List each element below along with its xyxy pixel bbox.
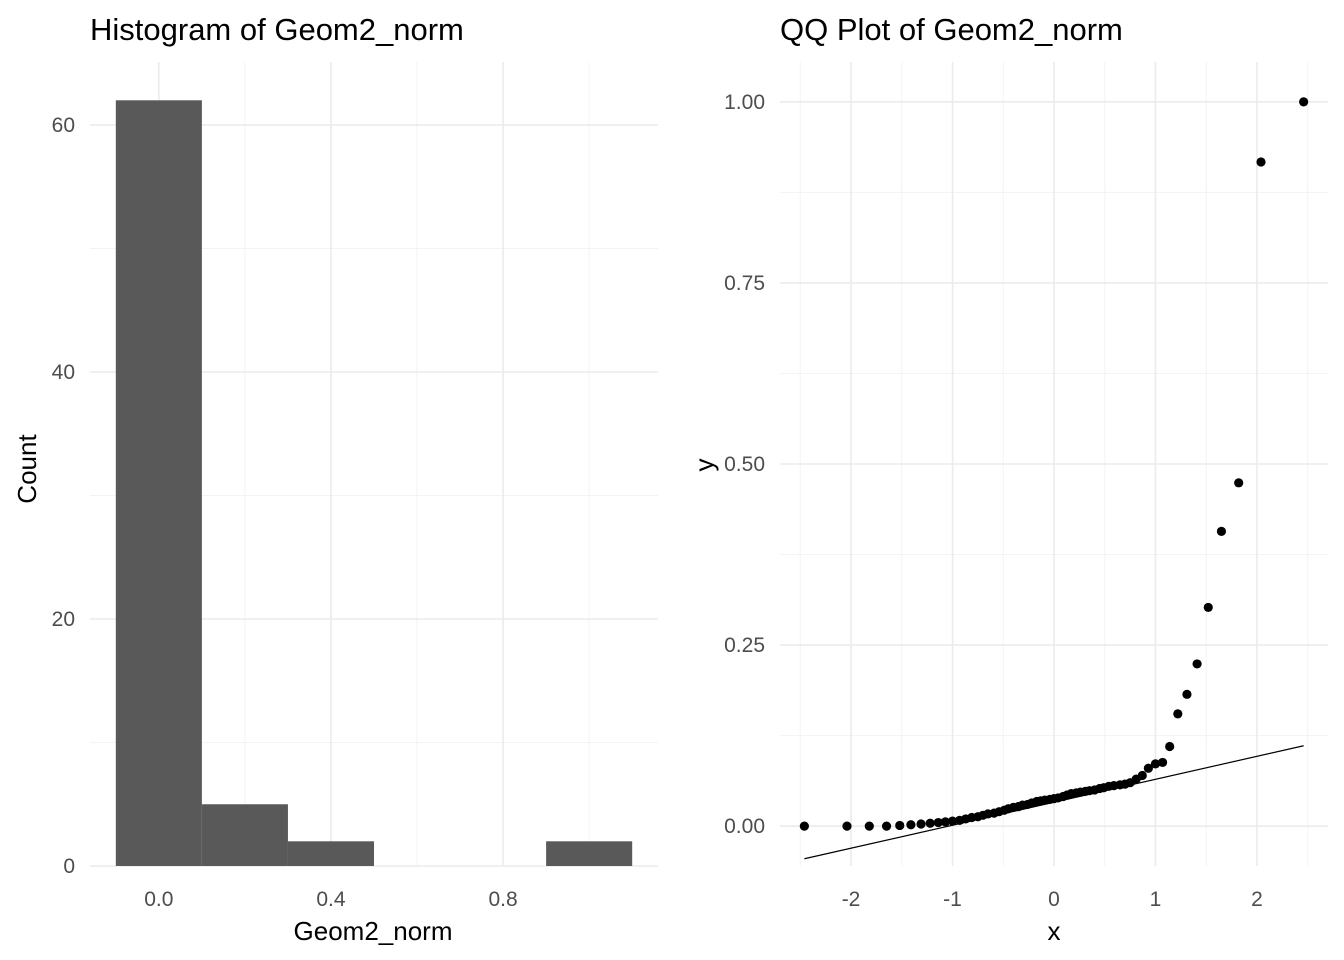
qq-point	[1203, 602, 1213, 613]
qq-point	[916, 819, 926, 829]
qq-point	[925, 818, 935, 828]
histogram-panel: 0.0 0.4 0.8 0 20 40 60 Histogram of Geom2_nor…	[12, 12, 658, 946]
qq-x-tick-label: -2	[842, 888, 861, 911]
histogram-x-tick-labels: 0.0 0.4 0.8	[144, 888, 517, 911]
qq-y-tick-label: 0.75	[724, 272, 765, 295]
qq-point	[1143, 763, 1153, 773]
qq-title: QQ Plot of Geom2_norm	[780, 12, 1123, 47]
qq-point	[895, 820, 905, 831]
qq-point	[947, 816, 958, 826]
qq-y-tick-labels: 0.00 0.25 0.50 0.75 1.00	[724, 91, 765, 838]
qq-point	[1182, 689, 1192, 699]
histogram-y-tick-label: 0	[63, 855, 75, 878]
histogram-x-tick-label: 0.4	[316, 888, 346, 911]
qq-x-tick-label: 2	[1251, 888, 1263, 911]
histogram-y-tick-labels: 0 20 40 60	[52, 114, 75, 878]
histogram-y-tick-label: 60	[52, 114, 75, 137]
qq-y-tick-label: 0.50	[724, 453, 765, 476]
histogram-bar	[201, 804, 288, 866]
histogram-bar	[287, 841, 374, 866]
qq-point	[1192, 659, 1202, 669]
qq-y-axis-label: y	[689, 459, 719, 472]
qq-y-tick-label: 0.25	[724, 634, 765, 657]
qq-x-tick-labels: -2 -1 0 1 2	[842, 888, 1263, 911]
histogram-x-tick-label: 0.8	[488, 888, 517, 911]
qq-x-axis-label: x	[1048, 916, 1061, 946]
histogram-x-tick-label: 0.0	[144, 888, 173, 911]
qq-point	[1137, 770, 1147, 781]
qq-y-tick-label: 1.00	[724, 91, 765, 114]
qq-point	[940, 817, 951, 827]
qq-point	[799, 821, 809, 831]
qq-point	[1173, 709, 1183, 719]
qq-point	[1234, 478, 1244, 488]
histogram-y-tick-label: 20	[52, 608, 75, 631]
qq-gridlines	[780, 62, 1328, 866]
qq-point	[881, 821, 892, 831]
qq-point	[842, 821, 852, 831]
qq-plot-panel: -2 -1 0 1 2 0.00 0.25 0.50 0.75 1.00 QQ Plot of …	[689, 12, 1328, 946]
qq-point	[1150, 759, 1161, 769]
histogram-bar	[115, 100, 202, 867]
histogram-bars	[115, 100, 633, 867]
qq-x-tick-label: 1	[1150, 888, 1162, 911]
qq-point	[933, 817, 943, 828]
qq-point	[1216, 526, 1227, 536]
histogram-y-axis-label: Count	[12, 434, 42, 504]
qq-point	[1299, 97, 1309, 107]
histogram-x-axis-label: Geom2_norm	[294, 916, 453, 946]
qq-points	[799, 97, 1309, 831]
qq-point	[1256, 157, 1266, 167]
qq-point	[864, 821, 874, 831]
qq-x-tick-label: -1	[943, 888, 962, 911]
histogram-bar	[546, 841, 633, 866]
qq-y-tick-label: 0.00	[724, 815, 765, 838]
qq-point	[1157, 757, 1168, 768]
qq-point	[906, 820, 916, 830]
qq-x-tick-label: 0	[1048, 888, 1060, 911]
histogram-y-tick-label: 40	[52, 361, 75, 384]
qq-point	[1165, 741, 1175, 752]
histogram-title: Histogram of Geom2_norm	[90, 12, 464, 47]
